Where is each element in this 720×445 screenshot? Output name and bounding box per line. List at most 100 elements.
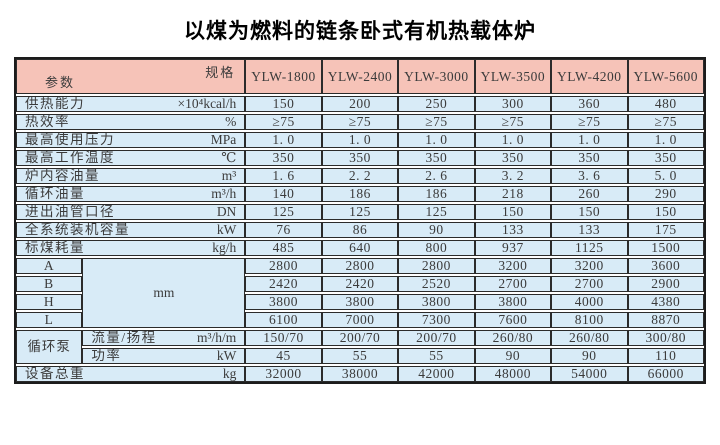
value-cell: 42000	[398, 366, 475, 382]
value-cell: 350	[627, 150, 704, 166]
table-row: A mm 2800 2800 2800 3200 3200 3600	[16, 258, 704, 328]
value-cell: 1. 0	[245, 132, 322, 148]
table-row: 热效率 % ≥75 ≥75 ≥75 ≥75 ≥75 ≥75	[16, 114, 704, 130]
model-header: YLW-1800	[245, 59, 322, 94]
value-cell: 7600	[474, 312, 552, 328]
value-cell: 86	[321, 222, 399, 238]
value-cell: 110	[627, 348, 704, 364]
value-cell: 1125	[551, 240, 628, 256]
value-cell: ≥75	[551, 114, 628, 130]
spec-table-grid: 规格 参数 YLW-1800 YLW-2400 YLW-3000 YLW-350…	[16, 59, 704, 382]
model-header: YLW-3000	[398, 59, 475, 94]
param-unit: kg/h	[212, 240, 237, 255]
param-label: 标煤耗量	[25, 240, 85, 255]
param-unit: m³	[221, 168, 237, 183]
value-cell: 6100	[245, 312, 322, 328]
value-cell: 2800	[245, 258, 322, 274]
value-cell: 200/70	[398, 330, 475, 346]
table-row: 最高使用压力 MPa 1. 0 1. 0 1. 0 1. 0 1. 0 1. 0	[16, 132, 704, 148]
value-cell: 186	[321, 186, 399, 202]
value-cell: 218	[474, 186, 552, 202]
value-cell: 3. 6	[551, 168, 628, 184]
value-cell: 2. 2	[321, 168, 399, 184]
table-row: 设备总重 kg 32000 38000 42000 48000 54000 66…	[16, 366, 704, 382]
param-cell: 流量/扬程 m³/h/m	[82, 330, 246, 346]
value-cell: 350	[551, 150, 628, 166]
value-cell: ≥75	[474, 114, 552, 130]
value-cell: 3600	[627, 258, 704, 274]
spec-table: 规格 参数 YLW-1800 YLW-2400 YLW-3000 YLW-350…	[14, 57, 706, 384]
value-cell: 2800	[398, 258, 475, 274]
table-row: 标煤耗量 kg/h 485 640 800 937 1125 1500	[16, 240, 704, 256]
param-cell: 热效率 %	[16, 114, 246, 130]
value-cell: 1. 0	[398, 132, 475, 148]
value-cell: 2420	[245, 276, 322, 292]
value-cell: 8100	[551, 312, 628, 328]
param-cell: 最高使用压力 MPa	[16, 132, 246, 148]
value-cell: 150	[245, 96, 322, 112]
param-unit: MPa	[210, 132, 237, 147]
value-cell: 3800	[321, 294, 399, 310]
value-cell: 4380	[627, 294, 704, 310]
param-cell: 最高工作温度 ℃	[16, 150, 246, 166]
dim-letter-cell: H	[16, 294, 83, 310]
value-cell: 640	[321, 240, 399, 256]
param-unit: kW	[216, 348, 237, 363]
param-cell: 设备总重 kg	[16, 366, 246, 382]
value-cell: 3800	[474, 294, 552, 310]
value-cell: 480	[627, 96, 704, 112]
param-label: 功率	[91, 348, 122, 363]
value-cell: 350	[398, 150, 475, 166]
param-label: 供热能力	[25, 96, 85, 111]
value-cell: 3200	[474, 258, 552, 274]
value-cell: 350	[245, 150, 322, 166]
param-unit: ×10⁴kcal/h	[177, 96, 237, 111]
pump-label-cell: 循环泵	[16, 330, 83, 364]
param-unit: %	[225, 114, 237, 129]
table-row: 进出油管口径 DN 125 125 125 150 150 150	[16, 204, 704, 220]
param-label: 设备总重	[25, 366, 85, 381]
value-cell: 7000	[321, 312, 399, 328]
table-row: L 6100 7000 7300 7600 8100 8870	[16, 312, 704, 328]
dim-letter-cell: B	[16, 276, 83, 292]
value-cell: 150	[474, 204, 552, 220]
value-cell: 1500	[627, 240, 704, 256]
value-cell: 360	[551, 96, 628, 112]
value-cell: 1. 0	[321, 132, 399, 148]
param-unit: kg	[222, 366, 237, 381]
param-unit: ℃	[221, 150, 237, 165]
param-cell: 标煤耗量 kg/h	[16, 240, 246, 256]
value-cell: 54000	[551, 366, 628, 382]
value-cell: 300	[474, 96, 552, 112]
value-cell: 937	[474, 240, 552, 256]
value-cell: 1. 0	[627, 132, 704, 148]
table-header-row: 规格 参数 YLW-1800 YLW-2400 YLW-3000 YLW-350…	[16, 59, 704, 94]
value-cell: 45	[245, 348, 322, 364]
value-cell: 200/70	[321, 330, 399, 346]
value-cell: 3800	[398, 294, 475, 310]
value-cell: 1. 6	[245, 168, 322, 184]
param-cell: 全系统装机容量 kW	[16, 222, 246, 238]
param-cell: 进出油管口径 DN	[16, 204, 246, 220]
value-cell: 133	[551, 222, 628, 238]
value-cell: 2800	[321, 258, 399, 274]
model-header: YLW-5600	[627, 59, 704, 94]
value-cell: 32000	[245, 366, 322, 382]
table-row: 炉内容油量 m³ 1. 6 2. 2 2. 6 3. 2 3. 6 5. 0	[16, 168, 704, 184]
value-cell: 3. 2	[474, 168, 552, 184]
value-cell: ≥75	[245, 114, 322, 130]
value-cell: 150	[627, 204, 704, 220]
value-cell: 76	[245, 222, 322, 238]
table-row: 最高工作温度 ℃ 350 350 350 350 350 350	[16, 150, 704, 166]
param-label: 最高使用压力	[25, 132, 115, 147]
value-cell: 3200	[551, 258, 628, 274]
param-label: 全系统装机容量	[25, 222, 130, 237]
param-label: 流量/扬程	[91, 330, 157, 345]
value-cell: 175	[627, 222, 704, 238]
value-cell: 800	[398, 240, 475, 256]
value-cell: 38000	[321, 366, 399, 382]
value-cell: 485	[245, 240, 322, 256]
param-unit: m³/h/m	[197, 330, 237, 345]
corner-param-label: 参数	[45, 75, 76, 90]
table-row: 供热能力 ×10⁴kcal/h 150 200 250 300 360 480	[16, 96, 704, 112]
